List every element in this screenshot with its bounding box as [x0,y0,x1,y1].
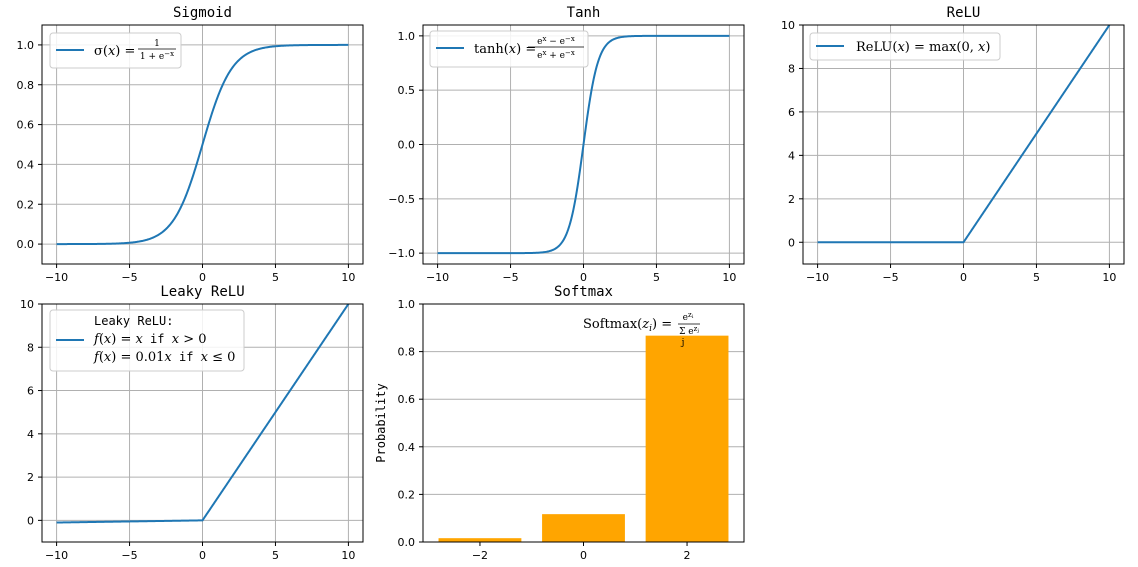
sigmoid-legend-label: σ(x) = [94,44,135,59]
leaky-relu-legend-line-3: f(x) = 0.01x if x ≤ 0 [93,350,235,365]
svg-text:ezi: ezi [683,311,694,323]
y-tick-label: 10 [781,19,795,32]
y-tick-label: 0.5 [398,84,416,97]
x-tick-label: 10 [1102,271,1116,284]
softmax-formula-annotation: Softmax(zi) = ezi Σ ezj j [583,311,700,348]
svg-text:Σ ezj: Σ ezj [679,325,699,337]
y-tick-label: 0.0 [17,238,35,251]
leaky-relu-panel: 0 2 4 6 8 10 −10 −5 0 5 10 Leaky ReLU Leaky ReLU: … [20,284,364,562]
x-tick-label: −5 [121,271,137,284]
y-tick-label: 8 [27,341,34,354]
x-tick-label: 0 [199,271,206,284]
sigmoid-panel: 0.0 0.2 0.4 0.6 0.8 1.0 −10 −5 0 5 10 Sigmoid σ(x)… [17,5,364,284]
y-tick-label: −1.0 [388,247,415,260]
x-tick-label: −5 [502,271,518,284]
y-tick-label: 0.4 [17,158,35,171]
tanh-title: Tanh [567,5,601,21]
x-tick-label: −5 [121,549,137,562]
tanh-legend: tanh(x) = ex − e−x ex + e−x [429,30,589,68]
x-tick-label: −2 [472,549,488,562]
leaky-relu-curve [56,303,350,524]
x-tick-label: 5 [1033,271,1040,284]
svg-text:Softmax(zi) =: Softmax(zi) = [583,317,672,334]
sigmoid-axes-frame [41,24,364,265]
relu-title: ReLU [947,5,981,21]
svg-text:j: j [681,338,685,348]
tanh-axes-frame [422,24,745,265]
x-tick-label: 0 [199,549,206,562]
leaky-relu-title: Leaky ReLU [160,284,244,300]
y-tick-label: 10 [20,298,34,311]
sigmoid-legend: σ(x) = 1 1 + e−x [49,32,182,69]
x-tick-label: 0 [580,271,587,284]
softmax-title: Softmax [554,284,613,300]
y-tick-label: 0.6 [398,393,416,406]
x-tick-label: 5 [272,271,279,284]
x-tick-label: −10 [45,549,68,562]
tanh-panel: −1.0 −0.5 0.0 0.5 1.0 −10 −5 0 5 10 Tanh tanh(x) … [388,5,745,284]
x-tick-label: 10 [341,271,355,284]
x-tick-label: −5 [882,271,898,284]
x-tick-label: 0 [580,549,587,562]
x-tick-label: 10 [341,549,355,562]
tanh-legend-label: tanh(x) = [474,42,536,57]
y-tick-label: 1.0 [398,30,416,43]
relu-legend-label: ReLU(x) = max(0, x) [856,40,990,55]
softmax-bar [542,514,625,542]
leaky-relu-legend-line-2: f(x) = x if x > 0 [93,332,207,347]
sigmoid-title: Sigmoid [173,5,232,21]
y-tick-label: 0.2 [17,198,35,211]
x-tick-label: −10 [806,271,829,284]
y-tick-label: 1.0 [17,39,35,52]
tanh-curve [437,34,730,255]
relu-curve [817,24,1111,244]
y-tick-label: 0.4 [398,441,416,454]
relu-legend: ReLU(x) = max(0, x) [809,32,1001,61]
x-tick-label: 2 [684,549,691,562]
y-tick-label: 6 [27,385,34,398]
y-tick-label: 0 [27,514,34,527]
y-tick-label: 0 [788,236,795,249]
relu-axes-frame [802,24,1125,265]
softmax-axes-frame [422,303,745,543]
y-tick-label: 8 [788,62,795,75]
leaky-relu-legend: Leaky ReLU: f(x) = x if x > 0 f(x) = 0.0… [49,309,245,372]
softmax-bar [438,538,522,542]
softmax-ylabel: Probability [374,383,388,462]
softmax-panel: 0.0 0.2 0.4 0.6 0.8 1.0 −2 0 2 Softmax Probabili… [374,284,745,562]
x-tick-label: 5 [653,271,660,284]
x-tick-label: 0 [960,271,967,284]
y-tick-label: 0.0 [398,139,416,152]
leaky-relu-axes-frame [41,303,364,543]
x-tick-label: −10 [426,271,449,284]
x-tick-label: 5 [272,549,279,562]
y-tick-label: 0.6 [17,119,35,132]
y-tick-label: 0.2 [398,488,416,501]
sigmoid-curve [56,43,349,246]
y-tick-label: 1.0 [398,298,416,311]
svg-text:1: 1 [154,39,160,49]
x-tick-label: −10 [45,271,68,284]
softmax-bar [645,335,729,542]
y-tick-label: 4 [27,428,34,441]
y-tick-label: 0.0 [398,536,416,549]
y-tick-label: 0.8 [17,79,35,92]
y-tick-label: −0.5 [388,193,415,206]
y-tick-label: 0.8 [398,346,416,359]
y-tick-label: 4 [788,149,795,162]
leaky-relu-legend-line-1: Leaky ReLU: [94,314,173,328]
relu-panel: 0 2 4 6 8 10 −10 −5 0 5 10 ReLU ReLU(x) = max(0, x… [781,5,1125,284]
y-tick-label: 2 [788,193,795,206]
x-tick-label: 10 [722,271,736,284]
y-tick-label: 2 [27,471,34,484]
y-tick-label: 6 [788,106,795,119]
